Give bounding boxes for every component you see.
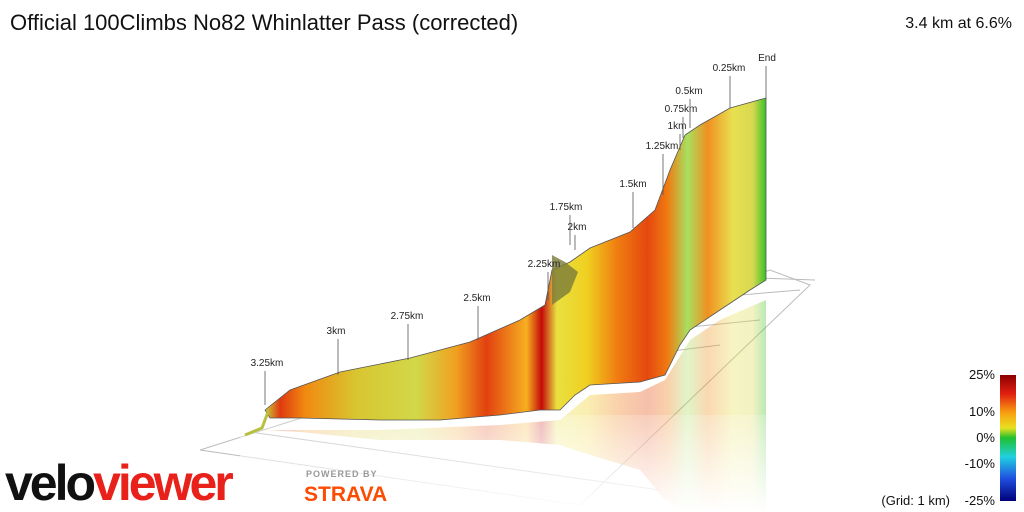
marker-label: 2.5km xyxy=(463,293,490,304)
marker-label: End xyxy=(758,53,776,64)
marker-label: 2.25km xyxy=(528,259,561,270)
reflection-fade xyxy=(240,415,820,512)
logo-start: velo xyxy=(5,455,95,511)
legend-label: 10% xyxy=(969,404,995,419)
marker-label: 2.75km xyxy=(391,311,424,322)
marker-label: 3km xyxy=(327,326,346,337)
marker-label: 2km xyxy=(568,222,587,233)
ribbon-side xyxy=(552,255,578,305)
summary: 3.4 km at 6.6% xyxy=(905,15,1012,32)
color-bar xyxy=(1000,375,1016,501)
strava: STRAVA xyxy=(304,483,387,506)
title: Official 100Climbs No82 Whinlatter Pass … xyxy=(10,10,518,35)
marker-label: 0.75km xyxy=(665,104,698,115)
legend-label: 25% xyxy=(969,367,995,382)
marker-label: 1.25km xyxy=(646,141,679,152)
legend-label: 0% xyxy=(976,430,995,445)
legend-label: -10% xyxy=(965,456,996,471)
distance-markers: 3.25km 3km 2.75km 2.5km 2.25km 2km 1.75km 1.5km… xyxy=(251,53,776,405)
logo: veloviewer xyxy=(5,455,233,511)
marker-label: 1.75km xyxy=(550,202,583,213)
marker-label: 0.25km xyxy=(713,63,746,74)
ribbon-start xyxy=(244,411,270,437)
marker-label: 1.5km xyxy=(619,179,646,190)
marker-label: 3.25km xyxy=(251,358,284,369)
grid-note: (Grid: 1 km) xyxy=(881,493,950,508)
powered-by: POWERED BY xyxy=(306,469,378,479)
marker-label: 1km xyxy=(668,121,687,132)
marker-label: 0.5km xyxy=(675,86,702,97)
legend-label: -25% xyxy=(965,493,996,508)
profile-ribbon xyxy=(264,97,767,421)
logo-end: viewer xyxy=(93,455,233,511)
